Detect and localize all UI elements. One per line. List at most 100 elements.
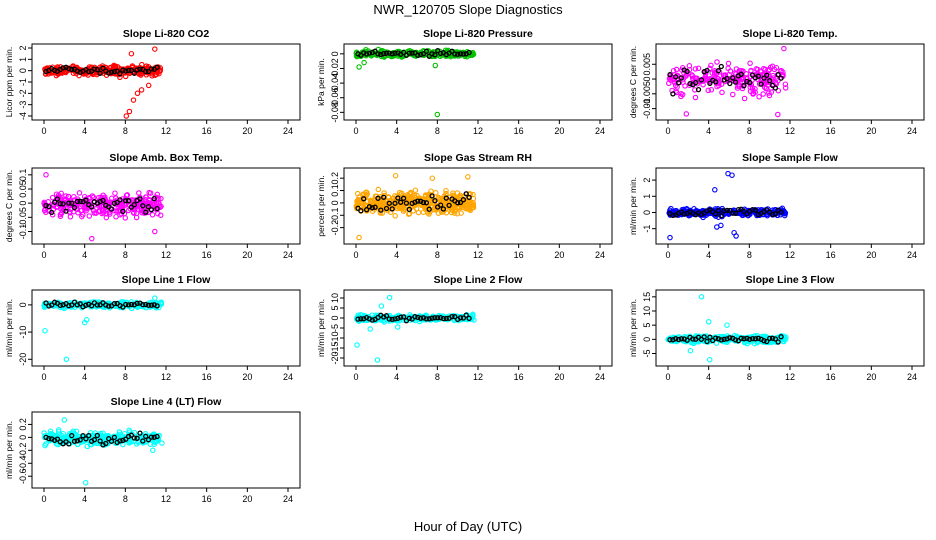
data-point [49, 194, 56, 201]
data-point [94, 70, 100, 76]
mean-point [744, 78, 750, 85]
outlier-point [731, 229, 737, 236]
panel-title: Slope Line 1 Flow [122, 274, 212, 286]
mean-point [94, 302, 100, 308]
mean-point [108, 69, 115, 75]
y-tick-label: -0.6 [18, 468, 28, 484]
outlier-point [667, 234, 673, 241]
outlier-point [83, 317, 90, 323]
plot-box [655, 289, 925, 367]
x-tick-label: 4 [82, 372, 87, 382]
data-point [356, 194, 362, 200]
mean-point [69, 302, 75, 308]
data-point [146, 197, 152, 204]
mean-point [97, 438, 103, 444]
mean-point [440, 315, 447, 322]
mean-point [386, 200, 392, 206]
mean-point [74, 438, 80, 444]
y-tick-label: 5 [642, 323, 652, 328]
mean-point [66, 65, 72, 72]
y-axis-label: degrees C per min. [4, 170, 14, 242]
outlier-point [89, 235, 95, 242]
data-point [381, 317, 388, 323]
mean-point [57, 302, 63, 309]
mean-point [732, 79, 739, 85]
data-point [140, 208, 146, 215]
x-tick-label: 8 [435, 372, 440, 382]
mean-point [145, 302, 152, 308]
data-point [766, 90, 772, 96]
y-tick-label: 0 [642, 77, 652, 82]
mean-point [111, 434, 118, 441]
x-tick-label: 0 [41, 494, 46, 504]
mean-point [91, 437, 98, 443]
mean-point [704, 67, 710, 74]
mean-point [747, 336, 753, 342]
outlier-point [42, 327, 48, 334]
x-tick-label: 16 [202, 250, 212, 260]
y-tick-label: -0.1 [330, 208, 340, 224]
x-tick-label: 4 [82, 250, 87, 260]
mean-point [457, 51, 464, 57]
mean-point [704, 208, 710, 214]
mean-point [148, 66, 155, 72]
mean-point [54, 436, 61, 442]
mean-point [452, 51, 458, 57]
x-tick-label: 12 [161, 372, 171, 382]
mean-point [372, 48, 378, 54]
x-tick-label: 4 [706, 126, 711, 136]
scatter-series [665, 294, 789, 363]
panel-title: Slope Line 3 Flow [746, 274, 836, 286]
x-tick-label: 0 [665, 126, 670, 136]
mean-point [715, 68, 722, 74]
outlier-point [698, 294, 705, 300]
mean-point [100, 197, 106, 204]
mean-point [406, 315, 412, 321]
data-point [392, 213, 398, 219]
outlier-point [378, 303, 385, 309]
data-point [136, 190, 142, 196]
mean-point [120, 208, 126, 215]
data-point [400, 208, 407, 214]
mean-point [415, 52, 421, 58]
mean-point [88, 303, 95, 309]
data-point [692, 94, 699, 101]
mean-point [114, 199, 120, 206]
x-tick-label: 0 [41, 372, 46, 382]
data-point [143, 194, 150, 200]
y-tick-label: 2 [18, 45, 28, 50]
mean-point [83, 197, 89, 203]
mean-point [463, 191, 469, 197]
mean-point [63, 208, 69, 214]
mean-point [730, 210, 736, 216]
mean-point [97, 198, 103, 205]
mean-point [698, 77, 704, 83]
mean-point [749, 206, 756, 213]
outlier-point [718, 222, 724, 229]
mean-point [137, 430, 143, 436]
data-point [747, 60, 753, 67]
data-point [448, 209, 455, 216]
x-tick-label: 16 [826, 126, 836, 136]
y-tick-label: 0 [18, 68, 28, 73]
data-point [771, 66, 778, 73]
mean-point [435, 47, 441, 54]
x-tick-label: 0 [353, 250, 358, 260]
mean-point [721, 336, 727, 342]
data-point [714, 59, 720, 65]
mean-point [695, 86, 702, 93]
mean-point [715, 336, 722, 342]
chart-panel-5: Slope Gas Stream RH 0 4 8 12 16 20 24 -0.2-0.1 0 0… [316, 152, 613, 260]
y-tick-label: 0 [330, 315, 340, 320]
mean-point [108, 438, 115, 444]
mean-point [395, 315, 401, 321]
data-point [711, 70, 718, 76]
mean-point [778, 75, 784, 81]
mean-point [94, 432, 100, 439]
y-tick-label: 0 [18, 435, 28, 440]
mean-point [66, 200, 72, 206]
x-tick-label: 12 [473, 372, 483, 382]
mean-point [415, 314, 421, 321]
outlier-point [367, 326, 373, 332]
